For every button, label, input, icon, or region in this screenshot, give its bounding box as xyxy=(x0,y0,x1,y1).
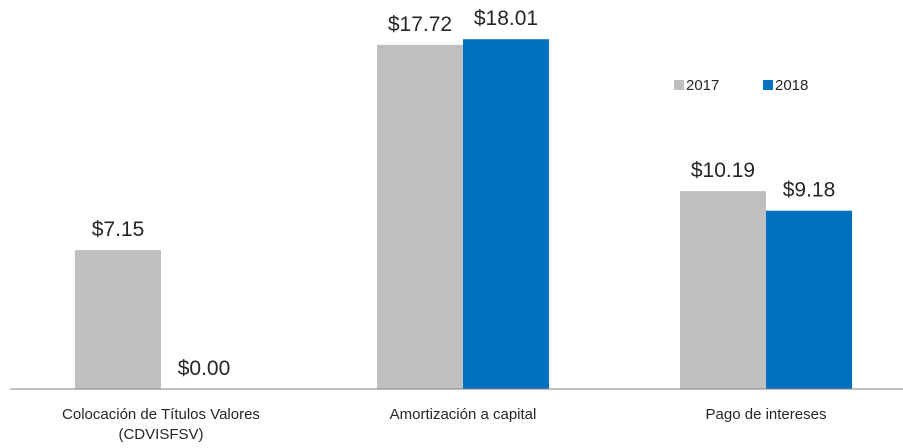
data-label-2018-cat2: $9.18 xyxy=(783,179,836,202)
data-label-2017-cat0: $7.15 xyxy=(92,218,145,241)
bars-layer xyxy=(75,39,852,390)
data-label-2017-cat2: $10.19 xyxy=(691,159,755,182)
category-labels-layer: Colocación de Títulos Valores (CDVISFSV) A… xyxy=(62,406,826,443)
legend-label-2017: 2017 xyxy=(686,77,719,94)
bar-2018-cat1 xyxy=(463,39,549,390)
legend: 2017 2018 xyxy=(674,77,808,94)
bar-2017-cat0 xyxy=(75,250,161,389)
category-label-1-line-0: Amortización a capital xyxy=(390,406,537,423)
category-label-2: Pago de intereses xyxy=(706,406,827,423)
data-labels-layer: $7.15 $0.00 $17.72 $18.01 $10.19 $9.18 xyxy=(92,7,836,380)
bar-2018-cat2 xyxy=(766,210,852,389)
category-label-0-line-0: Colocación de Títulos Valores xyxy=(62,406,260,423)
category-label-2-line-0: Pago de intereses xyxy=(706,406,827,423)
legend-swatch-2017 xyxy=(674,80,684,90)
data-label-2017-cat1: $17.72 xyxy=(388,13,452,36)
category-label-0-line-1: (CDVISFSV) xyxy=(118,426,203,443)
legend-swatch-2018 xyxy=(763,80,773,90)
bar-2017-cat2 xyxy=(680,191,766,389)
bar-2017-cat1 xyxy=(377,44,463,389)
legend-label-2018: 2018 xyxy=(775,77,808,94)
data-label-2018-cat1: $18.01 xyxy=(474,7,538,30)
category-label-0: Colocación de Títulos Valores (CDVISFSV) xyxy=(62,406,260,443)
category-label-1: Amortización a capital xyxy=(390,406,537,423)
data-label-2018-cat0: $0.00 xyxy=(178,357,231,380)
